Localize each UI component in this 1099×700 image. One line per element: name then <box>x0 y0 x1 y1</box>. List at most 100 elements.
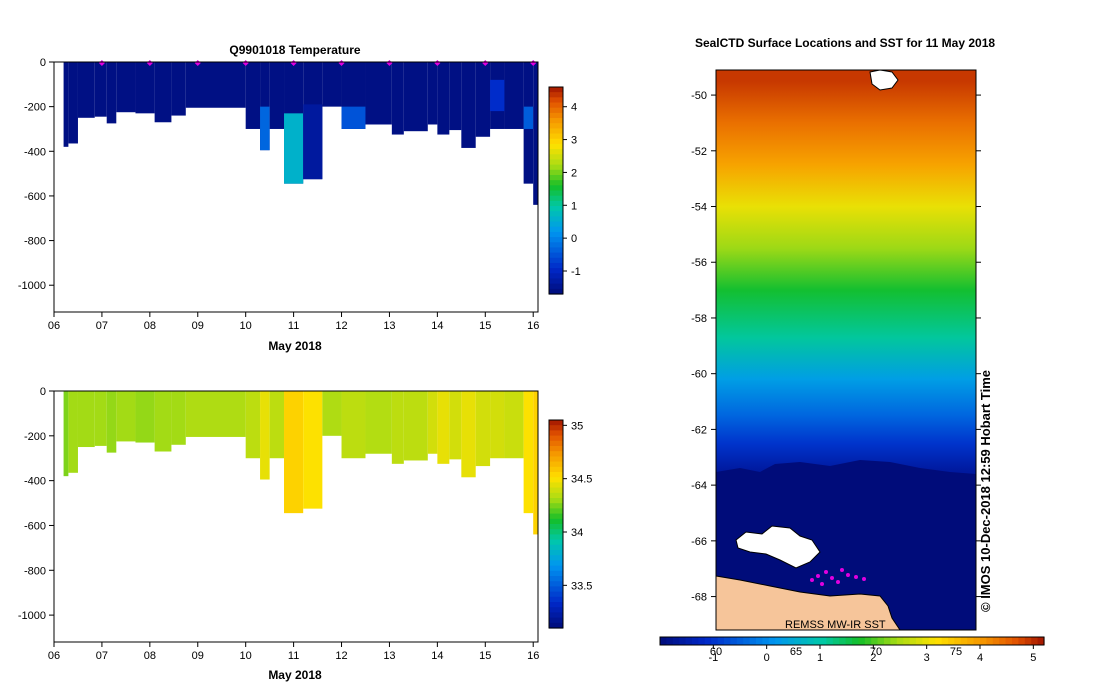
sst-colorbar-segment <box>992 637 1000 645</box>
profile-anomaly <box>284 113 304 184</box>
y-tick-label: -600 <box>24 520 46 532</box>
x-tick-label: 15 <box>479 650 491 662</box>
sst-colorbar-segment <box>877 637 885 645</box>
colorbar-segment <box>549 200 563 207</box>
salinity-chart: 06 07 08 09 10 11 12 13 14 15 16 0 -200 -400 -600 -800… <box>18 386 593 682</box>
sst-colorbar-segment <box>852 637 859 645</box>
x-tick-label: 14 <box>431 320 443 332</box>
x-tick-label: 06 <box>48 650 60 662</box>
y-tick-label: -600 <box>24 191 46 203</box>
colorbar-tick-label: 3 <box>571 135 577 147</box>
sst-colorbar-segment <box>871 637 879 645</box>
profile-column <box>68 62 78 144</box>
y-tick-label: 0 <box>40 57 46 69</box>
sst-colorbar-segment <box>717 637 725 645</box>
lat-tick-label: -52 <box>691 146 707 158</box>
colorbar-segment <box>549 206 563 212</box>
antarctic-coast-land <box>716 575 901 630</box>
temperature-colorbar <box>548 86 564 295</box>
colorbar-segment <box>549 607 563 613</box>
lat-tick-label: -68 <box>691 592 707 604</box>
salinity-y-ticks: 0 -200 -400 -600 -800 -1000 <box>18 386 54 622</box>
colorbar-tick-label: 35 <box>571 420 583 432</box>
colorbar-segment <box>549 456 563 463</box>
colorbar-segment <box>549 498 563 504</box>
imos-credit: © IMOS 10-Dec-2018 12:59 Hobart Time <box>978 370 993 612</box>
x-tick-label: 14 <box>431 650 443 662</box>
x-tick-label: 13 <box>383 320 395 332</box>
sst-colorbar-segment <box>743 637 751 645</box>
colorbar-segment <box>549 185 563 192</box>
sst-colorbar-segment <box>736 637 744 645</box>
lat-tick-label: -50 <box>691 90 707 102</box>
profile-anomaly <box>303 104 323 180</box>
profile-column <box>260 62 270 151</box>
colorbar-segment <box>549 482 563 489</box>
profile-column <box>391 391 404 464</box>
profile-column <box>533 62 538 205</box>
sst-colorbar-segment <box>820 637 827 645</box>
sst-map-lat-ticks: -50 -52 -54 -56 -58 -60 -62 -64 -66 -68 <box>691 90 981 604</box>
sst-colorbar-segment <box>999 637 1007 645</box>
sst-colorbar-segment <box>756 637 763 645</box>
colorbar-segment <box>549 257 563 264</box>
colorbar-tick-label: 1 <box>571 200 577 212</box>
lat-tick-label: -62 <box>691 424 707 436</box>
colorbar-segment <box>549 596 563 603</box>
colorbar-segment <box>549 143 563 150</box>
seal-location-point <box>830 576 834 580</box>
colorbar-segment <box>549 112 563 119</box>
sst-colorbar-tick-label: 5 <box>1030 652 1036 664</box>
sst-colorbar-segment <box>666 637 674 645</box>
profile-column <box>475 62 491 137</box>
temperature-plot-frame <box>53 61 539 313</box>
x-tick-label: 12 <box>335 650 347 662</box>
colorbar-segment <box>549 242 563 249</box>
seal-location-point <box>836 580 840 584</box>
profile-column <box>106 62 117 124</box>
colorbar-segment <box>549 570 563 577</box>
profile-column <box>245 62 261 129</box>
profile-column <box>365 62 392 125</box>
sst-colorbar-segment <box>896 637 904 645</box>
salinity-plot-frame <box>53 390 539 643</box>
sst-colorbar-secondary-label: 60 <box>710 646 722 658</box>
colorbar-segment <box>549 461 563 468</box>
profile-column <box>135 391 155 443</box>
colorbar-segment <box>549 195 563 202</box>
profile-column <box>68 391 78 473</box>
sst-colorbar-secondary-label: 70 <box>870 646 882 658</box>
lat-tick-label: -64 <box>691 480 707 492</box>
seal-location-point <box>810 578 814 582</box>
colorbar-segment <box>549 425 563 431</box>
colorbar-segment <box>549 180 563 186</box>
colorbar-segment <box>549 252 563 259</box>
sst-colorbar-segment <box>922 637 930 645</box>
colorbar-segment <box>549 435 563 442</box>
sst-colorbar-segment <box>1037 637 1045 645</box>
x-tick-label: 13 <box>383 650 395 662</box>
profile-column <box>490 391 505 459</box>
profile-column <box>245 391 261 459</box>
colorbar-segment <box>549 544 563 551</box>
sst-colorbar-segment <box>903 637 911 645</box>
seal-location-point <box>846 573 850 577</box>
colorbar-segment <box>549 581 563 587</box>
profile-anomaly <box>341 106 366 129</box>
profile-column <box>322 62 342 107</box>
colorbar-segment <box>549 268 563 274</box>
colorbar-segment <box>549 612 563 619</box>
lat-tick-label: -54 <box>691 202 707 214</box>
x-tick-label: 15 <box>479 320 491 332</box>
sst-colorbar-tick-label: 0 <box>764 652 770 664</box>
profile-column <box>437 391 450 464</box>
profile-anomaly <box>260 106 270 151</box>
sst-colorbar-segment <box>711 637 719 645</box>
profile-column <box>135 62 155 114</box>
profile-column <box>427 62 438 125</box>
sst-colorbar-tick-label: 3 <box>924 652 930 664</box>
y-tick-label: -400 <box>24 476 46 488</box>
colorbar-segment <box>549 534 563 541</box>
profile-column <box>269 62 285 129</box>
x-tick-label: 07 <box>96 320 108 332</box>
